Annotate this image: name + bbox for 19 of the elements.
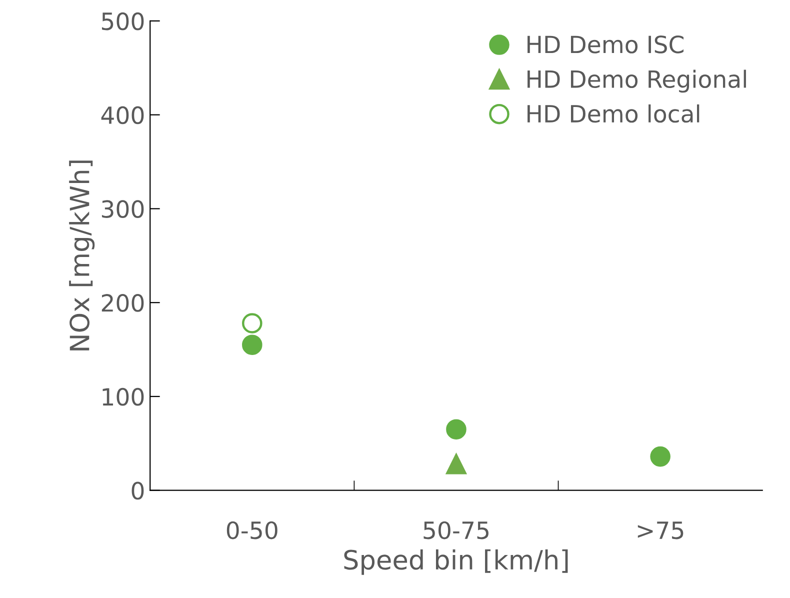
x-tick-label: 0-50 [226,521,278,540]
y-tick-label: 200 [102,294,144,312]
x-tick-label: >75 [638,522,684,540]
legend-label: HD Demo local [528,104,700,123]
point [446,419,466,440]
point [650,446,670,467]
y-tick-label: 100 [102,388,144,406]
point [446,454,466,474]
y-axis-title: NOx [mg/kWh] [69,160,95,350]
x-tick-label: 50-75 [424,521,488,540]
x-axis-title: Speed bin [km/h] [344,549,568,575]
y-tick-label: 500 [102,12,144,30]
legend-label: HD Demo ISC [528,36,684,54]
y-tick-label: 300 [102,200,144,218]
y-tick-label: 400 [101,106,144,124]
point [242,334,262,355]
legend-label: HD Demo Regional [528,70,746,93]
point [242,313,262,334]
y-tick-label: 0 [132,482,144,500]
